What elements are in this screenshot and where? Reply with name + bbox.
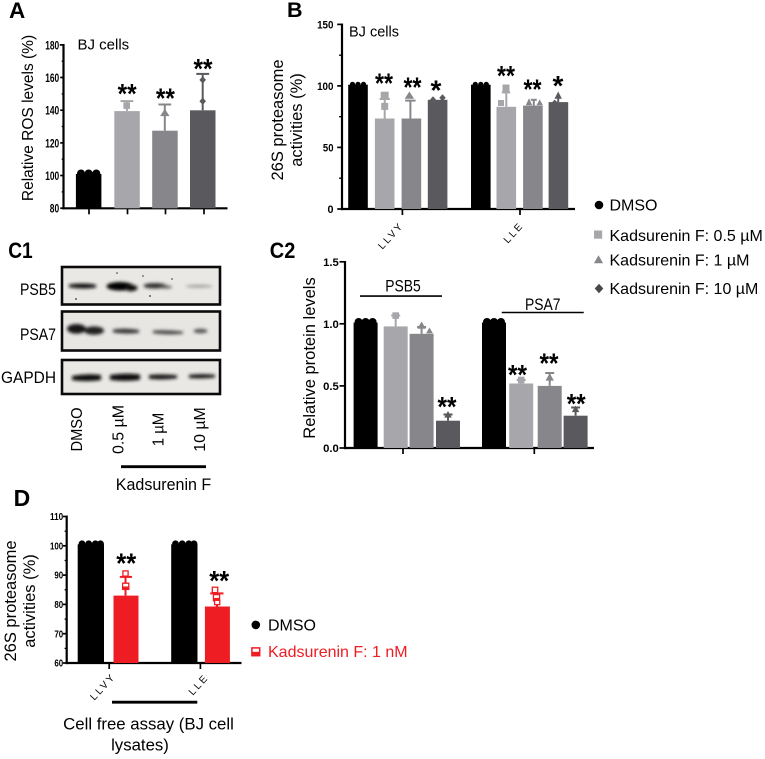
svg-text:**: ** xyxy=(438,391,457,422)
svg-text:0.5: 0.5 xyxy=(323,381,339,393)
svg-text:Relative ROS levels (%): Relative ROS levels (%) xyxy=(20,35,37,201)
svg-text:C2: C2 xyxy=(270,238,296,263)
svg-text:50: 50 xyxy=(323,142,334,154)
svg-text:PSA7: PSA7 xyxy=(20,326,56,344)
svg-text:Kadsurenin F: 1 nM: Kadsurenin F: 1 nM xyxy=(268,644,408,661)
svg-text:Relative protein levels: Relative protein levels xyxy=(301,277,319,438)
svg-text:150: 150 xyxy=(317,19,333,31)
svg-text:DMSO: DMSO xyxy=(69,408,86,452)
svg-text:**: ** xyxy=(194,53,213,84)
svg-text:lysates): lysates) xyxy=(111,736,169,755)
svg-text:D: D xyxy=(14,485,31,511)
svg-text:**: ** xyxy=(116,548,136,579)
svg-text:160: 160 xyxy=(45,71,59,85)
svg-text:Kadsurenin F: 0.5 µM: Kadsurenin F: 0.5 µM xyxy=(610,228,763,245)
svg-text:26S proteasome: 26S proteasome xyxy=(2,540,20,661)
svg-text:90: 90 xyxy=(54,571,63,582)
svg-text:1.5: 1.5 xyxy=(323,257,339,269)
svg-text:80: 80 xyxy=(54,600,63,611)
svg-text:DMSO: DMSO xyxy=(268,618,316,635)
svg-text:140: 140 xyxy=(45,104,59,118)
svg-text:60: 60 xyxy=(54,659,63,670)
svg-text:110: 110 xyxy=(50,512,64,523)
svg-text:0.0: 0.0 xyxy=(323,443,339,455)
svg-text:BJ cells: BJ cells xyxy=(78,36,130,53)
svg-text:activities (%): activities (%) xyxy=(288,73,306,167)
svg-text:**: ** xyxy=(404,72,422,103)
svg-text:180: 180 xyxy=(45,38,59,52)
svg-text:B: B xyxy=(287,0,303,22)
svg-text:26S proteasome: 26S proteasome xyxy=(269,59,287,180)
svg-text:Kadsurenin F: 1 µM: Kadsurenin F: 1 µM xyxy=(610,253,750,270)
svg-text:10 µM: 10 µM xyxy=(192,407,209,452)
svg-text:100: 100 xyxy=(45,169,59,183)
svg-text:C1: C1 xyxy=(8,238,33,263)
svg-text:70: 70 xyxy=(54,629,63,640)
svg-text:*: * xyxy=(431,75,442,106)
svg-text:**: ** xyxy=(524,74,542,105)
svg-text:Kadsurenin F: Kadsurenin F xyxy=(116,475,212,494)
svg-text:1.0: 1.0 xyxy=(323,319,339,331)
svg-text:80: 80 xyxy=(50,202,60,216)
svg-text:**: ** xyxy=(508,359,527,390)
svg-text:activities (%): activities (%) xyxy=(21,554,39,648)
svg-text:Kadsurenin F: 10 µM: Kadsurenin F: 10 µM xyxy=(610,281,759,298)
svg-text:PSA7: PSA7 xyxy=(525,296,561,314)
svg-text:0: 0 xyxy=(327,204,333,216)
svg-text:100: 100 xyxy=(317,81,333,93)
svg-text:A: A xyxy=(9,0,25,23)
svg-text:Cell free assay (BJ cell: Cell free assay (BJ cell xyxy=(63,715,234,734)
svg-text:GAPDH: GAPDH xyxy=(1,369,56,387)
svg-text:**: ** xyxy=(156,83,175,114)
svg-text:BJ cells: BJ cells xyxy=(349,25,399,41)
svg-text:**: ** xyxy=(567,388,586,419)
svg-text:0.5 µM: 0.5 µM xyxy=(111,405,128,454)
svg-text:100: 100 xyxy=(50,541,64,552)
svg-text:120: 120 xyxy=(45,136,59,150)
svg-text:**: ** xyxy=(209,565,229,596)
svg-text:**: ** xyxy=(375,68,393,99)
svg-text:*: * xyxy=(553,70,564,101)
svg-text:PSB5: PSB5 xyxy=(20,281,56,299)
svg-text:1 µM: 1 µM xyxy=(151,413,168,447)
svg-text:**: ** xyxy=(540,348,559,379)
svg-text:**: ** xyxy=(118,78,137,109)
svg-text:DMSO: DMSO xyxy=(610,198,658,215)
svg-text:**: ** xyxy=(497,60,515,91)
svg-text:PSB5: PSB5 xyxy=(385,278,421,296)
